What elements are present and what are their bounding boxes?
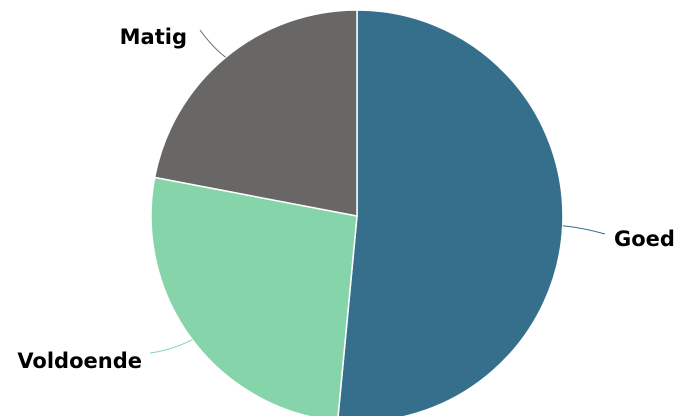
pie-slice-matig — [153, 9, 358, 217]
pie-slices — [150, 9, 564, 416]
pie-labels: Goed Voldoende Matig — [17, 25, 675, 373]
pie-slice-goed — [337, 9, 564, 416]
leader-line-goed — [562, 225, 606, 235]
leader-line-voldoende — [149, 339, 193, 354]
leader-line-matig — [199, 29, 226, 58]
pie-slice-voldoende — [150, 176, 358, 416]
slice-label-voldoende: Voldoende — [17, 349, 142, 373]
slice-label-goed: Goed — [614, 227, 675, 251]
slice-label-matig: Matig — [120, 25, 187, 49]
pie-leader-lines — [149, 29, 606, 354]
